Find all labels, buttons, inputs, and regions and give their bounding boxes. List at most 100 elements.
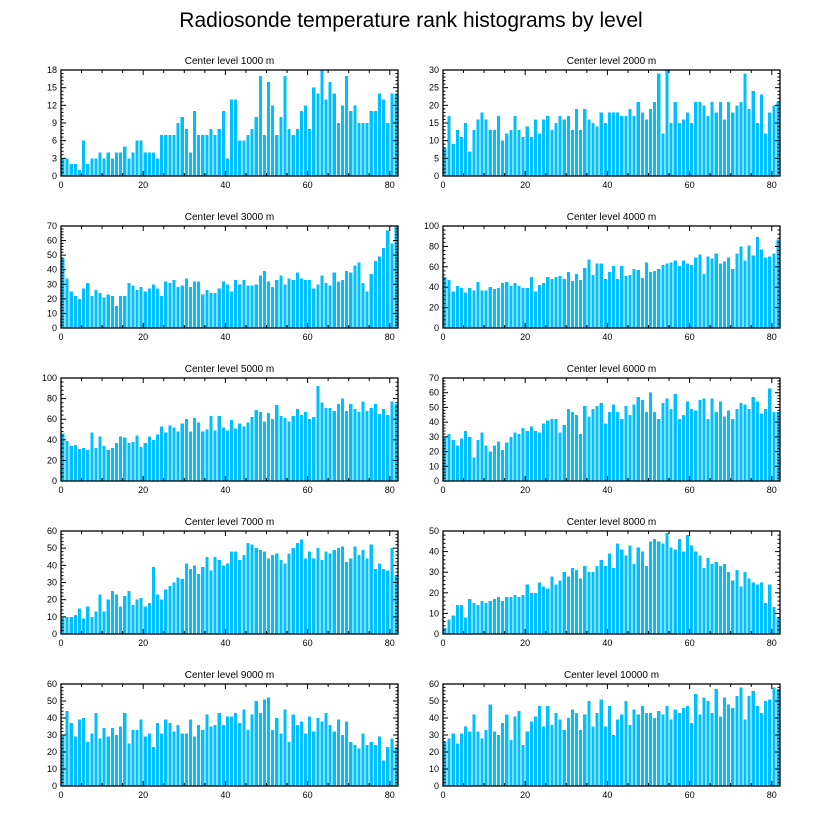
histogram-bar [583,108,587,176]
histogram-bar [386,415,390,481]
panel-1: Center level 1000 m 0 20 40 60 80 0 3 6 9 12 15 18 [47,56,399,190]
y-tick-label: 70 [47,221,57,231]
histogram-bar [168,282,172,328]
histogram-bar [747,245,751,328]
histogram-bar [353,105,357,176]
histogram-bar [377,93,382,176]
y-tick-label: 40 [47,713,57,723]
plot-frame [60,377,399,482]
histogram-bar [554,419,558,481]
histogram-bar [147,288,151,328]
x-tick-label: 20 [520,790,530,800]
histogram-bar [751,582,755,634]
histogram-bar [283,709,287,786]
histogram-bar [459,605,464,634]
histogram-bar [546,706,550,786]
histogram-bar [710,258,714,328]
histogram-bar [345,410,349,481]
y-tick-label: 0 [52,781,57,791]
histogram-bar [640,112,644,176]
y-tick-label: 20 [429,303,439,313]
histogram-bar [661,403,665,481]
histogram-bar [669,123,673,176]
histogram-bar [119,152,123,176]
histogram-bar [312,558,316,634]
histogram-bar [279,275,283,328]
histogram-bar [250,285,254,328]
histogram-bar [484,119,488,176]
histogram-bar [459,137,464,176]
histogram-bar [353,745,357,786]
histogram-bar [632,404,636,481]
histogram-bar [513,432,517,481]
histogram-bar [188,568,193,634]
histogram-bar [336,403,340,481]
histogram-bar [698,101,702,176]
histogram-bar [517,433,521,481]
histogram-bar [620,714,624,786]
y-tick-label: 30 [429,432,439,442]
histogram-bar [230,420,234,481]
histogram-bar [501,601,505,634]
histogram-bar [193,111,197,176]
x-tick-label: 20 [138,790,148,800]
histogram-bar [246,422,250,481]
histogram-bar [727,704,731,786]
histogram-bar [135,140,139,176]
histogram-bar [636,714,640,786]
histogram-bar [201,567,205,634]
histogram-bar [648,712,653,786]
histogram-bar [123,437,127,481]
histogram-bar [751,690,755,786]
histogram-bar [616,411,620,481]
x-tick-label: 60 [303,180,313,190]
histogram-bar [776,689,780,786]
histogram-bar [505,282,509,328]
histogram-bar [673,260,677,328]
histogram-bar [386,123,390,176]
histogram-bar [390,401,394,481]
histogram-bar [234,279,238,328]
histogram-bar [266,413,271,481]
histogram-bar [747,578,751,634]
histogram-bar [685,112,690,176]
histogram-bar [488,287,492,328]
histogram-bar [772,105,776,176]
histogram-bar [612,568,616,634]
histogram-bar [603,279,607,328]
histogram-bar [382,760,386,786]
x-tick-label: 40 [220,180,230,190]
histogram-bar [340,105,345,176]
histogram-bar [164,719,168,786]
histogram-bar [287,278,291,328]
histogram-bar [147,152,151,176]
histogram-bar [279,733,283,786]
histogram-bar [139,447,143,481]
histogram-bar [106,152,110,176]
histogram-bar [722,119,727,176]
histogram-bar [632,115,636,176]
histogram-bar [303,105,308,176]
panel-6: Center level 6000 m 0 20 40 60 80 0 10 20 30 40 50 6… [429,364,781,495]
histogram-bar [168,723,172,786]
panel-3: Center level 3000 m 0 20 40 60 80 0 10 20 30 40 50 6… [47,212,399,342]
histogram-bar [496,441,501,481]
x-tick-label: 0 [58,180,63,190]
histogram-bar [275,404,279,481]
histogram-bar [681,260,685,328]
histogram-bar [644,566,648,634]
histogram-bar [685,535,690,634]
histogram-bar [176,123,180,176]
histogram-bar [209,570,213,634]
histogram-bar [213,430,217,481]
histogram-bar [768,388,772,481]
y-tick-label: 60 [47,526,57,536]
histogram-bar [197,573,201,634]
histogram-bar [566,718,570,786]
histogram-bar [718,101,722,176]
histogram-bar [271,105,275,176]
histogram-bar [776,239,780,328]
y-tick-label: 20 [47,747,57,757]
histogram-bar [151,284,156,328]
histogram-bar [546,115,550,176]
